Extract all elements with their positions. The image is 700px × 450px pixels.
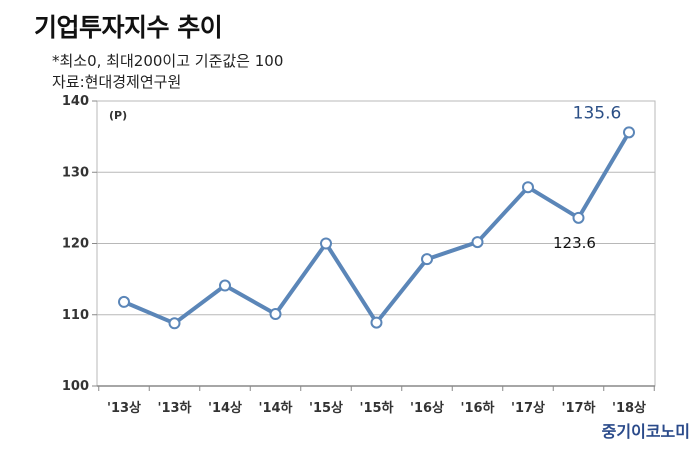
series-line (123, 131, 631, 326)
chart-source: 자료:현대경제연구원 (52, 73, 182, 91)
x-tick-label-10: '18상 (612, 401, 646, 416)
data-point-0 (118, 295, 130, 308)
x-tick-label-9: '17하 (561, 400, 595, 416)
x-tick-label-0: '13상 (107, 401, 141, 416)
data-points (118, 126, 635, 330)
y-tick-label-100: 100 (62, 379, 89, 394)
data-point-3 (269, 308, 282, 321)
value-callouts: 135.6 123.6 (553, 103, 621, 252)
data-point-4 (320, 237, 332, 250)
data-point-2 (219, 279, 231, 292)
data-point-10 (623, 126, 635, 139)
x-tick-label-2: '14상 (208, 401, 242, 416)
value-callout-9: 123.6 (553, 234, 596, 252)
unit-label: (P) (109, 109, 127, 122)
y-tick-label-110: 110 (62, 308, 89, 323)
y-tick-label-130: 130 (62, 165, 89, 180)
data-point-8 (522, 181, 534, 194)
x-tick-label-6: '16상 (410, 401, 444, 416)
axes (92, 100, 656, 391)
value-callout-10: 135.6 (573, 103, 622, 123)
x-tick-label-1: '13하 (157, 400, 191, 416)
x-tick-labels: '13상 '13하 '14상 '14하 '15상 '15하 '16상 '16하 '17상 '17하… (107, 400, 646, 416)
y-tick-label-120: 120 (62, 237, 89, 252)
series-line-0 (123, 131, 631, 326)
data-point-5 (370, 316, 383, 329)
brand-logo-text: 중기이코노미 (601, 422, 690, 441)
chart-note: *최소0, 최대200이고 기준값은 100 (52, 52, 284, 70)
y-tick-label-140: 140 (62, 94, 89, 109)
x-tick-label-5: '15하 (359, 400, 393, 416)
x-tick-label-3: '14하 (258, 400, 292, 416)
data-point-7 (471, 236, 484, 249)
x-tick-label-8: '17상 (511, 401, 545, 416)
y-tick-labels: 100 110 120 130 140 (62, 94, 89, 394)
x-tick-label-7: '16하 (460, 400, 494, 416)
grid-lines (97, 100, 655, 316)
chart-title: 기업투자지수 추이 (34, 13, 223, 42)
data-point-1 (168, 317, 181, 330)
x-tick-label-4: '15상 (309, 401, 343, 416)
data-point-6 (421, 253, 433, 266)
data-point-9 (572, 211, 585, 224)
